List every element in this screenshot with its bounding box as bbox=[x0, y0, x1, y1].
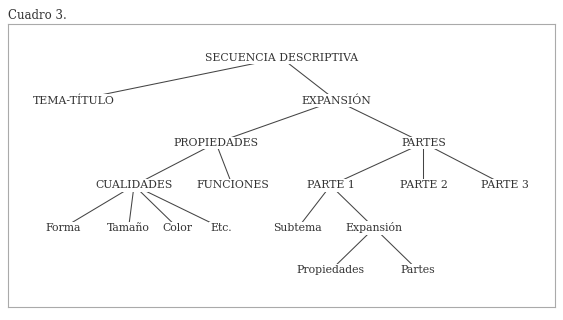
Text: SECUENCIA DESCRIPTIVA: SECUENCIA DESCRIPTIVA bbox=[205, 53, 358, 63]
Text: Partes: Partes bbox=[401, 265, 435, 276]
Text: Color: Color bbox=[163, 223, 193, 233]
Text: PARTE 3: PARTE 3 bbox=[481, 180, 529, 190]
Text: FUNCIONES: FUNCIONES bbox=[196, 180, 269, 190]
Text: EXPANSIÓN: EXPANSIÓN bbox=[301, 95, 371, 106]
Text: Etc.: Etc. bbox=[211, 223, 233, 233]
Text: Tamaño: Tamaño bbox=[107, 223, 150, 233]
Text: CUALIDADES: CUALIDADES bbox=[95, 180, 173, 190]
Text: Propiedades: Propiedades bbox=[297, 265, 365, 276]
Text: PROPIEDADES: PROPIEDADES bbox=[173, 138, 258, 148]
Text: PARTE 1: PARTE 1 bbox=[307, 180, 355, 190]
Text: Cuadro 3.: Cuadro 3. bbox=[8, 9, 67, 22]
Text: PARTE 2: PARTE 2 bbox=[400, 180, 448, 190]
Text: PARTES: PARTES bbox=[401, 138, 446, 148]
Text: Subtema: Subtema bbox=[274, 223, 322, 233]
Text: Forma: Forma bbox=[46, 223, 81, 233]
Text: Expansión: Expansión bbox=[346, 222, 403, 233]
Text: TEMA-TÍTULO: TEMA-TÍTULO bbox=[33, 95, 115, 106]
